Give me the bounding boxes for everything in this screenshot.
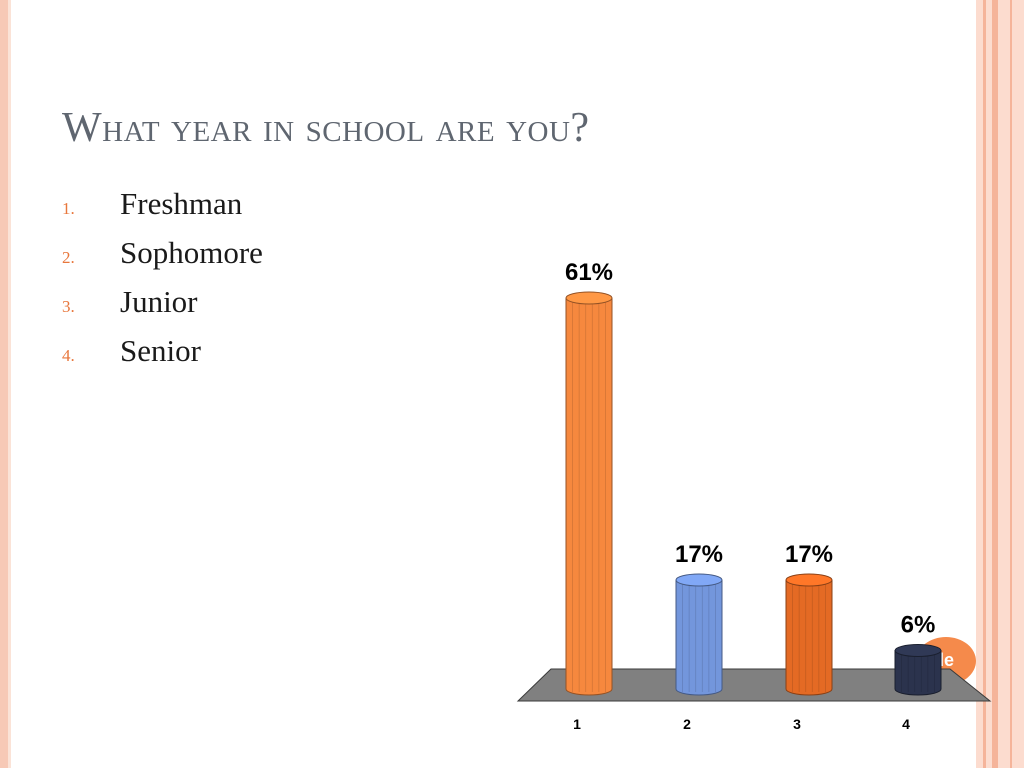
answer-label: Freshman [120, 186, 243, 221]
bar-top [565, 291, 613, 305]
data-label: 61% [565, 259, 613, 286]
right-accent-line [992, 0, 998, 768]
bar [565, 297, 613, 696]
answer-number: 2. [62, 248, 75, 267]
bar-top [785, 573, 833, 587]
answer-label: Sophomore [120, 235, 263, 270]
answer-item: 1. Freshman [62, 186, 263, 235]
bar [675, 579, 723, 696]
left-accent-stripe-inner [8, 0, 11, 768]
bar-top [894, 644, 942, 658]
right-accent-line [983, 0, 986, 768]
x-tick-label: 3 [793, 716, 801, 732]
slide-title: What year in school are you? [62, 105, 590, 151]
answer-number: 1. [62, 199, 75, 218]
answer-label: Senior [120, 333, 201, 368]
right-accent-line [1010, 0, 1012, 768]
answer-item: 2. Sophomore [62, 235, 263, 284]
answer-list: 1. Freshman 2. Sophomore 3. Junior 4. Se… [62, 186, 263, 382]
x-tick-label: 4 [902, 716, 910, 732]
bar [785, 579, 833, 696]
x-tick-label: 1 [573, 716, 581, 732]
bar-top [675, 573, 723, 587]
answer-item: 4. Senior [62, 333, 263, 382]
answer-item: 3. Junior [62, 284, 263, 333]
bar [894, 650, 942, 696]
left-accent-stripe [0, 0, 8, 768]
answer-number: 3. [62, 297, 75, 316]
answer-number: 4. [62, 346, 75, 365]
data-label: 17% [675, 541, 723, 568]
data-label: 17% [785, 541, 833, 568]
data-label: 6% [901, 612, 936, 639]
answer-label: Junior [120, 284, 198, 319]
x-tick-label: 2 [683, 716, 691, 732]
